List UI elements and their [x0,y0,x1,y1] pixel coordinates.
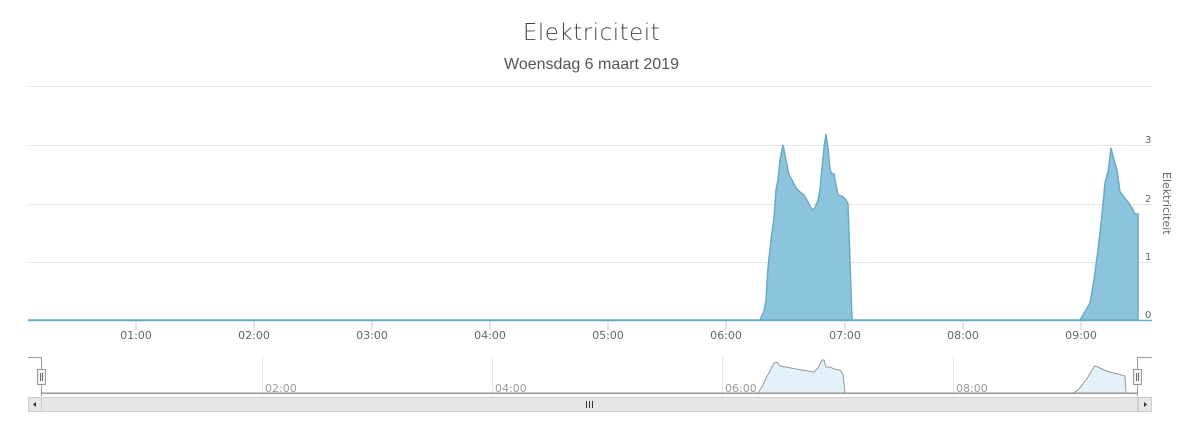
x-tick-label: 09:00 [1065,329,1097,342]
x-axis-ticks [135,321,1082,330]
navigator-label: 08:00 [956,382,988,395]
chart-subtitle: Woensdag 6 maart 2019 [504,56,679,73]
x-tick-label: 08:00 [947,329,979,342]
navigator-label: 02:00 [265,382,297,395]
scrollbar[interactable] [28,397,1152,412]
navigator-series [41,359,1137,394]
scroll-left-button[interactable] [28,397,42,412]
navigator-label: 04:00 [495,382,527,395]
y-tick-label: 3 [1145,135,1151,146]
x-axis-labels: 01:00 02:00 03:00 04:00 05:00 06:00 07:0… [120,329,1097,342]
y-axis-title: Elektriciteit [1160,172,1173,235]
y-tick-label: 2 [1145,194,1151,205]
navigator-label: 06:00 [725,382,757,395]
navigator-grid [262,356,954,396]
x-tick-label: 01:00 [120,329,152,342]
arrow-left-icon [33,402,36,407]
x-tick-label: 05:00 [592,329,624,342]
x-tick-label: 03:00 [356,329,388,342]
x-tick-label: 04:00 [474,329,506,342]
x-tick-label: 07:00 [829,329,861,342]
x-tick-label: 06:00 [710,329,742,342]
scrollbar-thumb-grip [586,401,593,408]
y-axis-labels: 0 1 2 3 [1145,135,1151,321]
navigator[interactable]: 02:00 04:00 06:00 08:00 [28,356,1152,396]
y-tick-label: 0 [1145,310,1151,321]
arrow-right-icon [1144,402,1147,407]
y-tick-label: 1 [1145,252,1151,263]
scroll-right-button[interactable] [1138,397,1152,412]
navigator-left-handle[interactable] [37,369,46,385]
electricity-area[interactable] [28,133,1139,321]
chart-title: Elektriciteit [522,20,661,46]
navigator-right-handle[interactable] [1133,369,1142,385]
x-tick-label: 02:00 [238,329,270,342]
grid-lines [28,86,1152,263]
